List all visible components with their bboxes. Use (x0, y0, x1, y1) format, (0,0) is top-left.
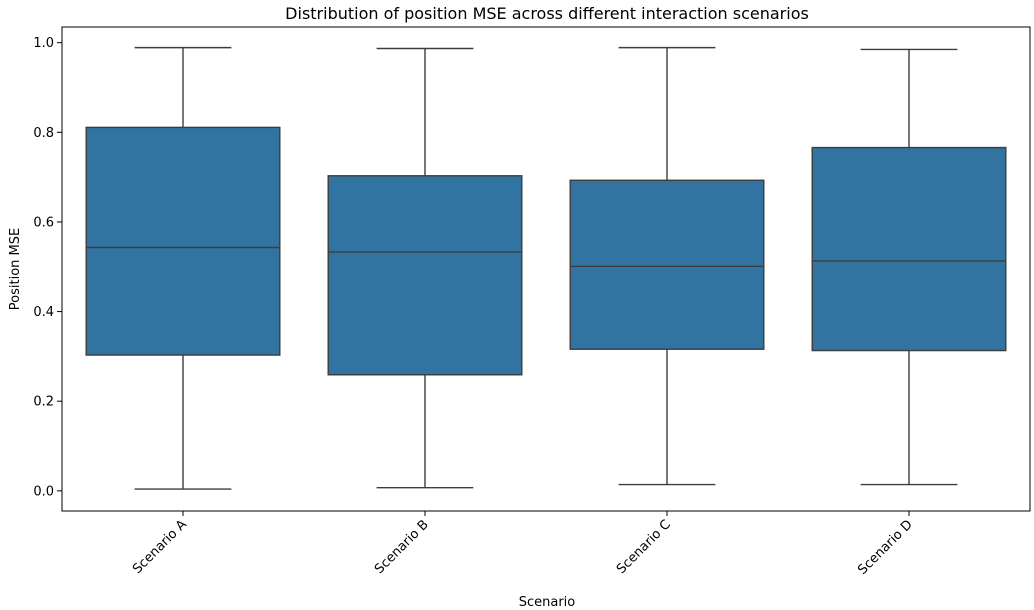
x-tick-label: Scenario D (855, 517, 916, 578)
y-tick-label: 0.4 (33, 305, 54, 320)
x-axis-label: Scenario (519, 595, 576, 610)
iqr-box (85, 126, 281, 356)
iqr-box (569, 179, 765, 350)
y-tick-label: 0.2 (33, 395, 54, 410)
iqr-box (327, 175, 523, 376)
plot-area (85, 46, 1007, 490)
x-tick-label: Scenario C (614, 517, 674, 577)
box-scenario-b (327, 47, 523, 489)
x-tick-label: Scenario B (372, 517, 432, 577)
y-tick-label: 0.8 (33, 126, 54, 141)
x-axis: Scenario A Scenario B Scenario C Scenario D (130, 511, 916, 578)
y-tick-label: 1.0 (33, 36, 54, 51)
x-tick-label: Scenario A (130, 517, 190, 577)
y-axis: 0.0 0.2 0.4 0.6 0.8 1.0 (33, 36, 62, 499)
iqr-box (811, 146, 1007, 352)
chart-title: Distribution of position MSE across diff… (285, 4, 809, 23)
y-tick-label: 0.0 (33, 484, 54, 499)
box-scenario-d (811, 48, 1007, 486)
plot-frame (61, 26, 1031, 512)
box-scenario-a (85, 46, 281, 490)
y-axis-label: Position MSE (8, 228, 23, 310)
y-tick-label: 0.6 (33, 215, 54, 230)
box-scenario-c (569, 46, 765, 486)
